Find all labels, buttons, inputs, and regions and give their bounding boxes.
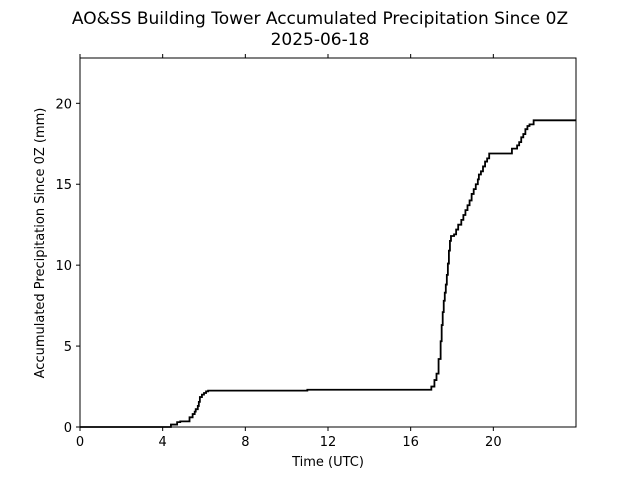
x-tick-label: 20 xyxy=(485,435,502,450)
plot-frame xyxy=(79,57,577,428)
y-axis-label: Accumulated Precipitation Since 0Z (mm) xyxy=(33,108,48,379)
series-line-1 xyxy=(80,119,576,428)
x-tick-label: 0 xyxy=(76,435,84,450)
x-axis-label: Time (UTC) xyxy=(291,455,364,470)
x-tick-label: 4 xyxy=(159,435,167,450)
chart-title: AO&SS Building Tower Accumulated Precipi… xyxy=(72,9,568,29)
x-axis-ticks: 0 4 8 12 16 20 xyxy=(76,54,502,450)
x-tick-label: 12 xyxy=(320,435,337,450)
plot-area xyxy=(79,57,577,428)
chart-subtitle: 2025-06-18 xyxy=(271,30,370,50)
y-tick-label: 20 xyxy=(55,97,72,112)
y-tick-label: 15 xyxy=(55,178,72,193)
x-tick-label: 16 xyxy=(402,435,419,450)
y-tick-label: 5 xyxy=(64,340,72,355)
y-axis-ticks: 0 5 10 15 20 xyxy=(55,97,80,436)
x-tick-label: 8 xyxy=(241,435,249,450)
y-tick-label: 0 xyxy=(64,421,72,436)
y-tick-label: 10 xyxy=(55,259,72,274)
